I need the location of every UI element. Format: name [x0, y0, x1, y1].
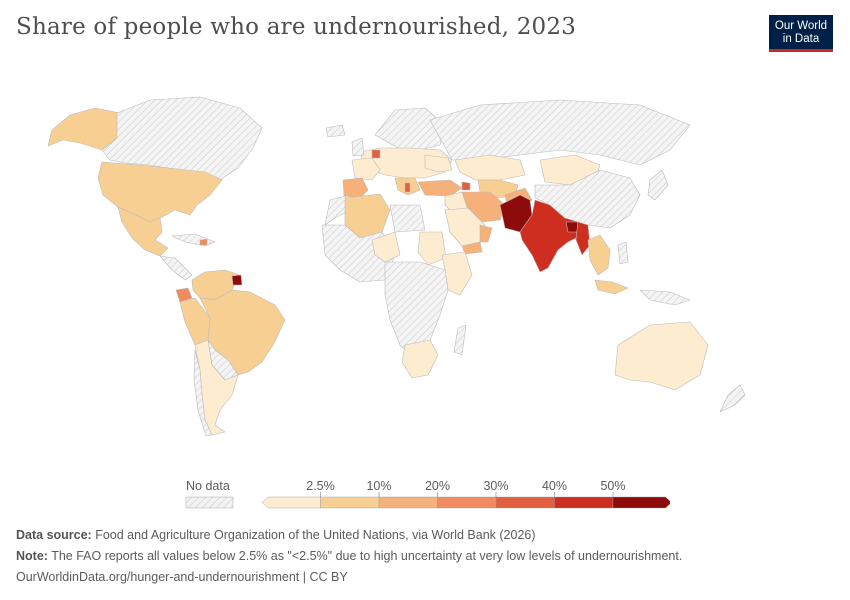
region-japan[interactable] — [647, 169, 669, 201]
data-note: Note: The FAO reports all values below 2… — [16, 549, 682, 563]
region-suriname[interactable] — [231, 274, 243, 286]
data-source: Data source: Food and Agriculture Organi… — [16, 528, 536, 542]
legend-tick-label: 40% — [542, 479, 567, 493]
legend-tick-label: 30% — [483, 479, 508, 493]
region-chad-niger[interactable] — [371, 231, 401, 263]
logo-line-1: Our World — [774, 20, 828, 32]
data-source-text: Food and Agriculture Organization of the… — [95, 528, 536, 542]
region-chile-south[interactable] — [193, 349, 213, 437]
region-usa[interactable] — [97, 161, 223, 223]
legend-bin-7[interactable] — [612, 496, 670, 509]
region-ukraine[interactable] — [424, 154, 453, 173]
region-turkey[interactable] — [417, 179, 463, 197]
license-line: OurWorldinData.org/hunger-and-undernouri… — [16, 570, 348, 584]
region-australia[interactable] — [614, 321, 709, 391]
region-southern-africa[interactable] — [401, 339, 439, 379]
note-label: Note: — [16, 549, 48, 563]
region-oman[interactable] — [479, 224, 493, 243]
legend-bin-3[interactable] — [378, 496, 438, 509]
region-europe-north[interactable] — [374, 107, 446, 151]
region-ecuador[interactable] — [175, 287, 193, 303]
region-caucasus[interactable] — [461, 181, 471, 191]
region-india[interactable] — [519, 199, 583, 273]
region-new-zealand[interactable] — [719, 384, 746, 413]
region-haiti[interactable] — [199, 238, 208, 246]
region-benelux[interactable] — [371, 149, 381, 159]
region-iberia[interactable] — [342, 177, 369, 199]
legend-bin-2[interactable] — [320, 496, 380, 509]
legend-tick-label: 20% — [425, 479, 450, 493]
region-central-america[interactable] — [159, 255, 193, 281]
legend-tick-label: 2.5% — [306, 479, 335, 493]
region-png[interactable] — [639, 289, 691, 306]
legend-bin-4[interactable] — [437, 496, 497, 509]
region-russia[interactable] — [429, 99, 691, 166]
region-southeast-asia[interactable] — [587, 234, 611, 276]
data-source-label: Data source: — [16, 528, 92, 542]
note-text: The FAO reports all values below 2.5% as… — [51, 549, 683, 563]
region-caribbean[interactable] — [171, 233, 216, 247]
region-uk[interactable] — [351, 137, 365, 157]
region-mexico[interactable] — [117, 206, 169, 257]
region-philippines[interactable] — [617, 241, 629, 265]
region-kazakhstan[interactable] — [454, 154, 526, 181]
region-yemen[interactable] — [461, 241, 483, 255]
world-map — [47, 96, 746, 437]
region-alaska[interactable] — [47, 107, 121, 151]
region-albania[interactable] — [404, 182, 411, 193]
source-url-link[interactable]: OurWorldinData.org/hunger-and-undernouri… — [16, 570, 348, 584]
legend-tick-label: 10% — [366, 479, 391, 493]
logo-line-2: in Data — [782, 33, 820, 45]
legend-no-data-swatch[interactable] — [185, 496, 234, 509]
legend-bin-5[interactable] — [495, 496, 555, 509]
region-china[interactable] — [534, 169, 641, 229]
region-egypt[interactable] — [389, 204, 426, 233]
region-madagascar[interactable] — [453, 324, 467, 356]
map-legend: No data 2.5% 10% 20% 30% 40% 50% — [185, 479, 670, 509]
region-sudan[interactable] — [417, 231, 447, 266]
region-iceland[interactable] — [325, 124, 346, 138]
region-morocco[interactable] — [324, 195, 351, 226]
region-france[interactable] — [351, 157, 381, 181]
owid-logo[interactable]: Our World in Data — [769, 15, 833, 52]
region-indonesia[interactable] — [594, 279, 629, 295]
chart-title: Share of people who are undernourished, … — [16, 14, 577, 40]
legend-bin-6[interactable] — [554, 496, 614, 509]
legend-no-data-label: No data — [186, 479, 230, 493]
legend-bin-1[interactable] — [261, 496, 321, 509]
legend-tick-label: 50% — [600, 479, 625, 493]
